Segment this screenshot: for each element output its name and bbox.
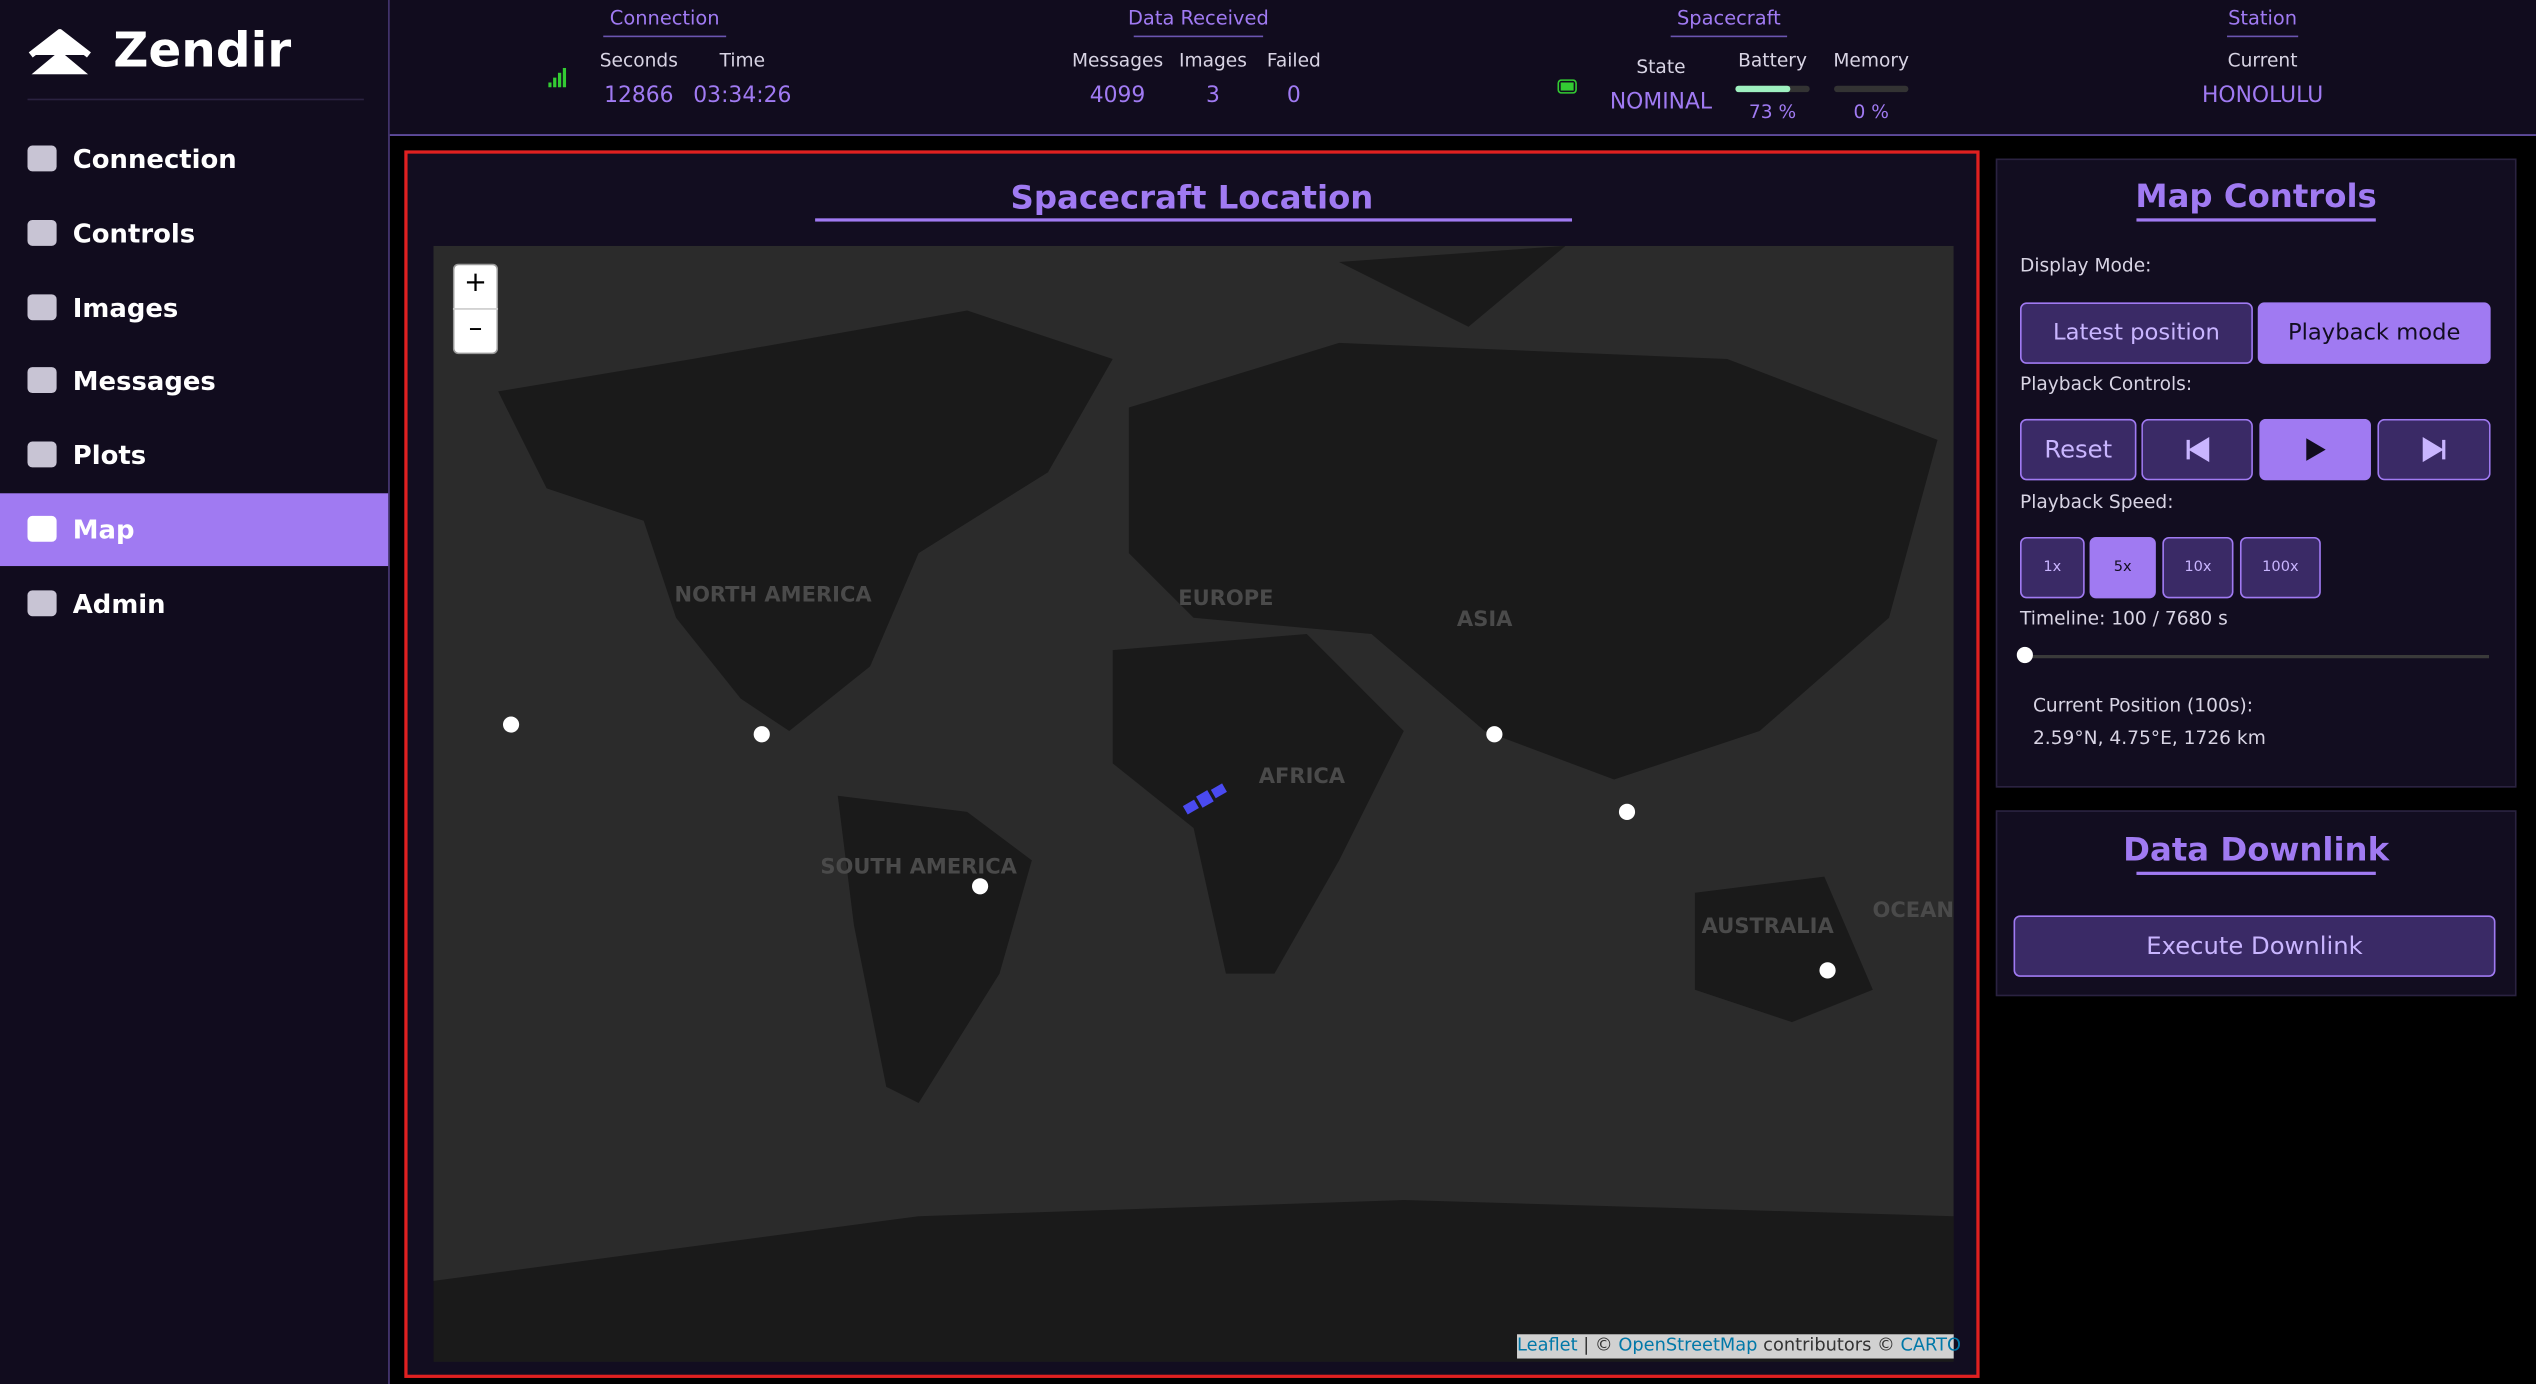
nav-icon xyxy=(27,219,57,246)
value: 73 % xyxy=(1748,100,1797,123)
panel-title: Spacecraft Location xyxy=(1010,177,1374,217)
label: Current xyxy=(2227,48,2298,72)
nav-item[interactable]: Connection xyxy=(0,123,388,196)
nav-icon xyxy=(27,293,57,320)
nav-icon xyxy=(27,515,57,542)
value: 3 xyxy=(1206,82,1220,109)
label: Playback Speed: xyxy=(2020,490,2174,513)
timeline-slider[interactable] xyxy=(2016,646,2033,664)
nav-item[interactable]: Map xyxy=(0,493,389,567)
logo xyxy=(28,29,91,75)
group-title: Station xyxy=(2228,6,2298,30)
text: | © xyxy=(1583,1334,1613,1356)
speed-button[interactable]: 5x xyxy=(2089,536,2156,599)
panel-title: Map Controls xyxy=(2135,176,2377,216)
battery-icon xyxy=(1557,79,1577,94)
panel-title: Data Downlink xyxy=(2123,829,2390,869)
map-label: SOUTH AMERICA xyxy=(820,853,1017,878)
link[interactable]: Leaflet xyxy=(1517,1334,1578,1356)
nav-item[interactable]: Controls xyxy=(0,197,388,270)
execute-downlink[interactable]: Execute Downlink xyxy=(2013,915,2496,977)
nav-icon xyxy=(27,589,57,616)
label: Seconds xyxy=(599,48,678,72)
sidebar: Zendir Connection Controls Images Messages P… xyxy=(0,0,390,1384)
nav-item[interactable]: Plots xyxy=(0,419,388,492)
group-title: Data Received xyxy=(1127,6,1269,30)
label: State xyxy=(1636,54,1686,78)
link[interactable]: CARTO xyxy=(1900,1334,1962,1356)
speed-button[interactable]: 10x xyxy=(2162,536,2234,599)
downlink-panel: Data Downlink Execute Downlink xyxy=(1995,810,2517,997)
value: 0 % xyxy=(1853,100,1889,123)
label: Memory xyxy=(1833,48,1910,72)
map-label: AUSTRALIA xyxy=(1702,913,1835,938)
nav-label: Connection xyxy=(72,143,237,175)
label: Current Position (100s): xyxy=(2032,693,2254,717)
zoom-in[interactable]: + xyxy=(463,266,488,300)
map-label: EUROPE xyxy=(1178,585,1273,610)
battery-bar xyxy=(1735,85,1790,93)
nav-label: Plots xyxy=(72,440,147,471)
link[interactable]: OpenStreetMap xyxy=(1618,1334,1758,1356)
nav-item[interactable]: Messages xyxy=(0,345,388,418)
label: Messages xyxy=(1071,48,1164,72)
nav-label: Admin xyxy=(72,588,166,620)
map-panel: Spacecraft Location NORTH AMERICA EUROPE… xyxy=(404,150,1980,1378)
nav-item[interactable]: Admin xyxy=(0,567,388,640)
map[interactable]: NORTH AMERICA EUROPE ASIA AFRICA SOUTH A… xyxy=(433,245,1954,1362)
value: 03:34:26 xyxy=(693,82,792,109)
playback-button[interactable]: Playback mode xyxy=(2257,302,2491,364)
map-label: ASIA xyxy=(1457,606,1513,631)
signal-icon xyxy=(548,67,567,88)
nav-item[interactable]: Images xyxy=(0,271,388,344)
status-header: Connection Seconds 12866 Time 03:34:26 D… xyxy=(389,0,2536,136)
label: Playback Controls: xyxy=(2020,371,2193,395)
timeline: Timeline: 100 / 7680 s xyxy=(2020,606,2228,630)
value: 4099 xyxy=(1089,82,1146,109)
label: Images xyxy=(1178,48,1247,72)
label: Failed xyxy=(1266,48,1321,72)
zoom-out[interactable]: – xyxy=(468,312,483,345)
label: Display Mode: xyxy=(2020,253,2152,277)
brand: Zendir xyxy=(113,22,292,80)
map-label: AFRICA xyxy=(1259,763,1346,788)
map-label: OCEAN xyxy=(1873,897,1954,922)
nav-label: Images xyxy=(72,292,179,323)
label: Battery xyxy=(1738,48,1807,72)
map-controls: Map Controls Display Mode: Latest positi… xyxy=(1995,158,2517,788)
latest-button[interactable]: Latest position xyxy=(2020,302,2253,364)
nav-icon xyxy=(27,367,57,394)
group-title: Connection xyxy=(609,6,720,30)
speed-button[interactable]: 100x xyxy=(2239,536,2321,599)
value: 12866 xyxy=(604,82,674,109)
current-position: 2.59°N, 4.75°E, 1726 km xyxy=(2032,726,2266,749)
speed-button[interactable]: 1x xyxy=(2020,536,2085,599)
text: contributors © xyxy=(1763,1334,1895,1356)
value: NOMINAL xyxy=(1609,88,1713,115)
nav-label: Map xyxy=(72,514,135,546)
zoom-control xyxy=(452,263,499,355)
group-title: Spacecraft xyxy=(1676,6,1781,30)
playback-buttons xyxy=(2141,418,2491,481)
map-label: NORTH AMERICA xyxy=(674,582,872,607)
nav-label: Messages xyxy=(72,366,216,397)
attribution: Leaflet | © OpenStreetMap contributors ©… xyxy=(1517,1334,1961,1359)
value: HONOLULU xyxy=(2201,82,2324,109)
label: Time xyxy=(719,48,766,72)
nav-icon xyxy=(27,145,57,172)
nav-label: Controls xyxy=(72,218,196,249)
reset-button[interactable]: Reset xyxy=(2020,418,2137,481)
nav-icon xyxy=(27,441,57,468)
value: 0 xyxy=(1286,82,1301,109)
